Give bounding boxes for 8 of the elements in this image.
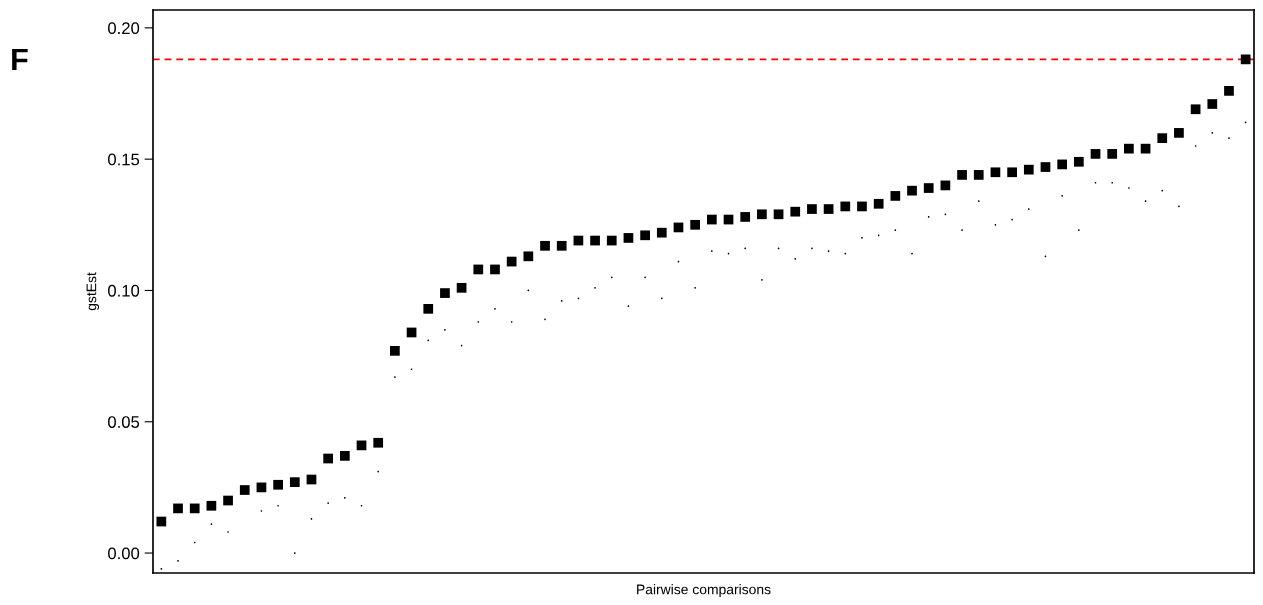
y-axis-title: gstEst <box>86 272 100 311</box>
y-tick-label: 0.00 <box>108 547 140 560</box>
y-tick-label: 0.10 <box>108 284 140 297</box>
x-axis-title: Pairwise comparisons <box>637 584 771 598</box>
y-tick-label: 0.05 <box>108 416 140 428</box>
y-tick-label: 0.20 <box>108 22 140 35</box>
text: F <box>12 48 28 70</box>
y-tick-label: 0.15 <box>108 153 140 166</box>
